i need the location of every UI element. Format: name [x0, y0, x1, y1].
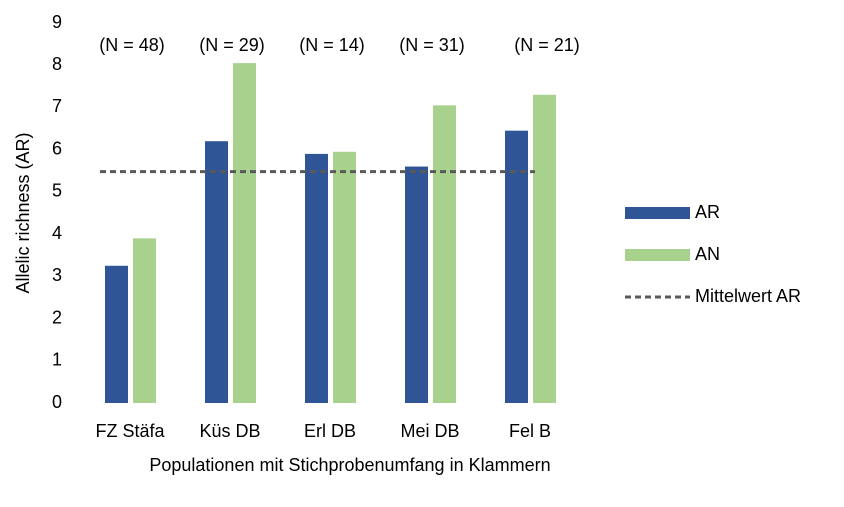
annotation: (N = 14) [299, 35, 365, 55]
legend-label: Mittelwert AR [695, 286, 801, 306]
x-tick-label: Mei DB [400, 421, 459, 441]
legend-swatch [625, 207, 690, 219]
legend-label: AN [695, 244, 720, 264]
bar [533, 94, 556, 404]
bar [305, 153, 328, 403]
bar [333, 151, 356, 403]
annotation: (N = 29) [199, 35, 265, 55]
y-tick-label: 4 [52, 223, 62, 243]
y-tick-label: 8 [52, 54, 62, 74]
y-tick-label: 2 [52, 307, 62, 327]
x-tick-label: FZ Stäfa [95, 421, 165, 441]
bar [105, 265, 128, 403]
x-tick-label: Küs DB [199, 421, 260, 441]
annotation: (N = 21) [514, 35, 580, 55]
x-tick-label: Fel B [509, 421, 551, 441]
y-tick-label: 3 [52, 265, 62, 285]
legend-label: AR [695, 202, 720, 222]
x-tick-label: Erl DB [304, 421, 356, 441]
bar [205, 141, 228, 403]
legend-swatch [625, 249, 690, 261]
y-tick-label: 6 [52, 138, 62, 158]
y-tick-label: 1 [52, 350, 62, 370]
y-tick-label: 7 [52, 96, 62, 116]
y-tick-label: 0 [52, 392, 62, 412]
annotation: (N = 48) [99, 35, 165, 55]
x-axis-label: Populationen mit Stichprobenumfang in Kl… [149, 455, 550, 475]
y-tick-label: 5 [52, 181, 62, 201]
bar [433, 105, 456, 403]
y-tick-label: 9 [52, 12, 62, 32]
bar [233, 63, 256, 403]
y-axis-label: Allelic richness (AR) [13, 132, 33, 293]
bar [505, 130, 528, 403]
bar [405, 166, 428, 403]
bar [133, 238, 156, 403]
annotation: (N = 31) [399, 35, 465, 55]
